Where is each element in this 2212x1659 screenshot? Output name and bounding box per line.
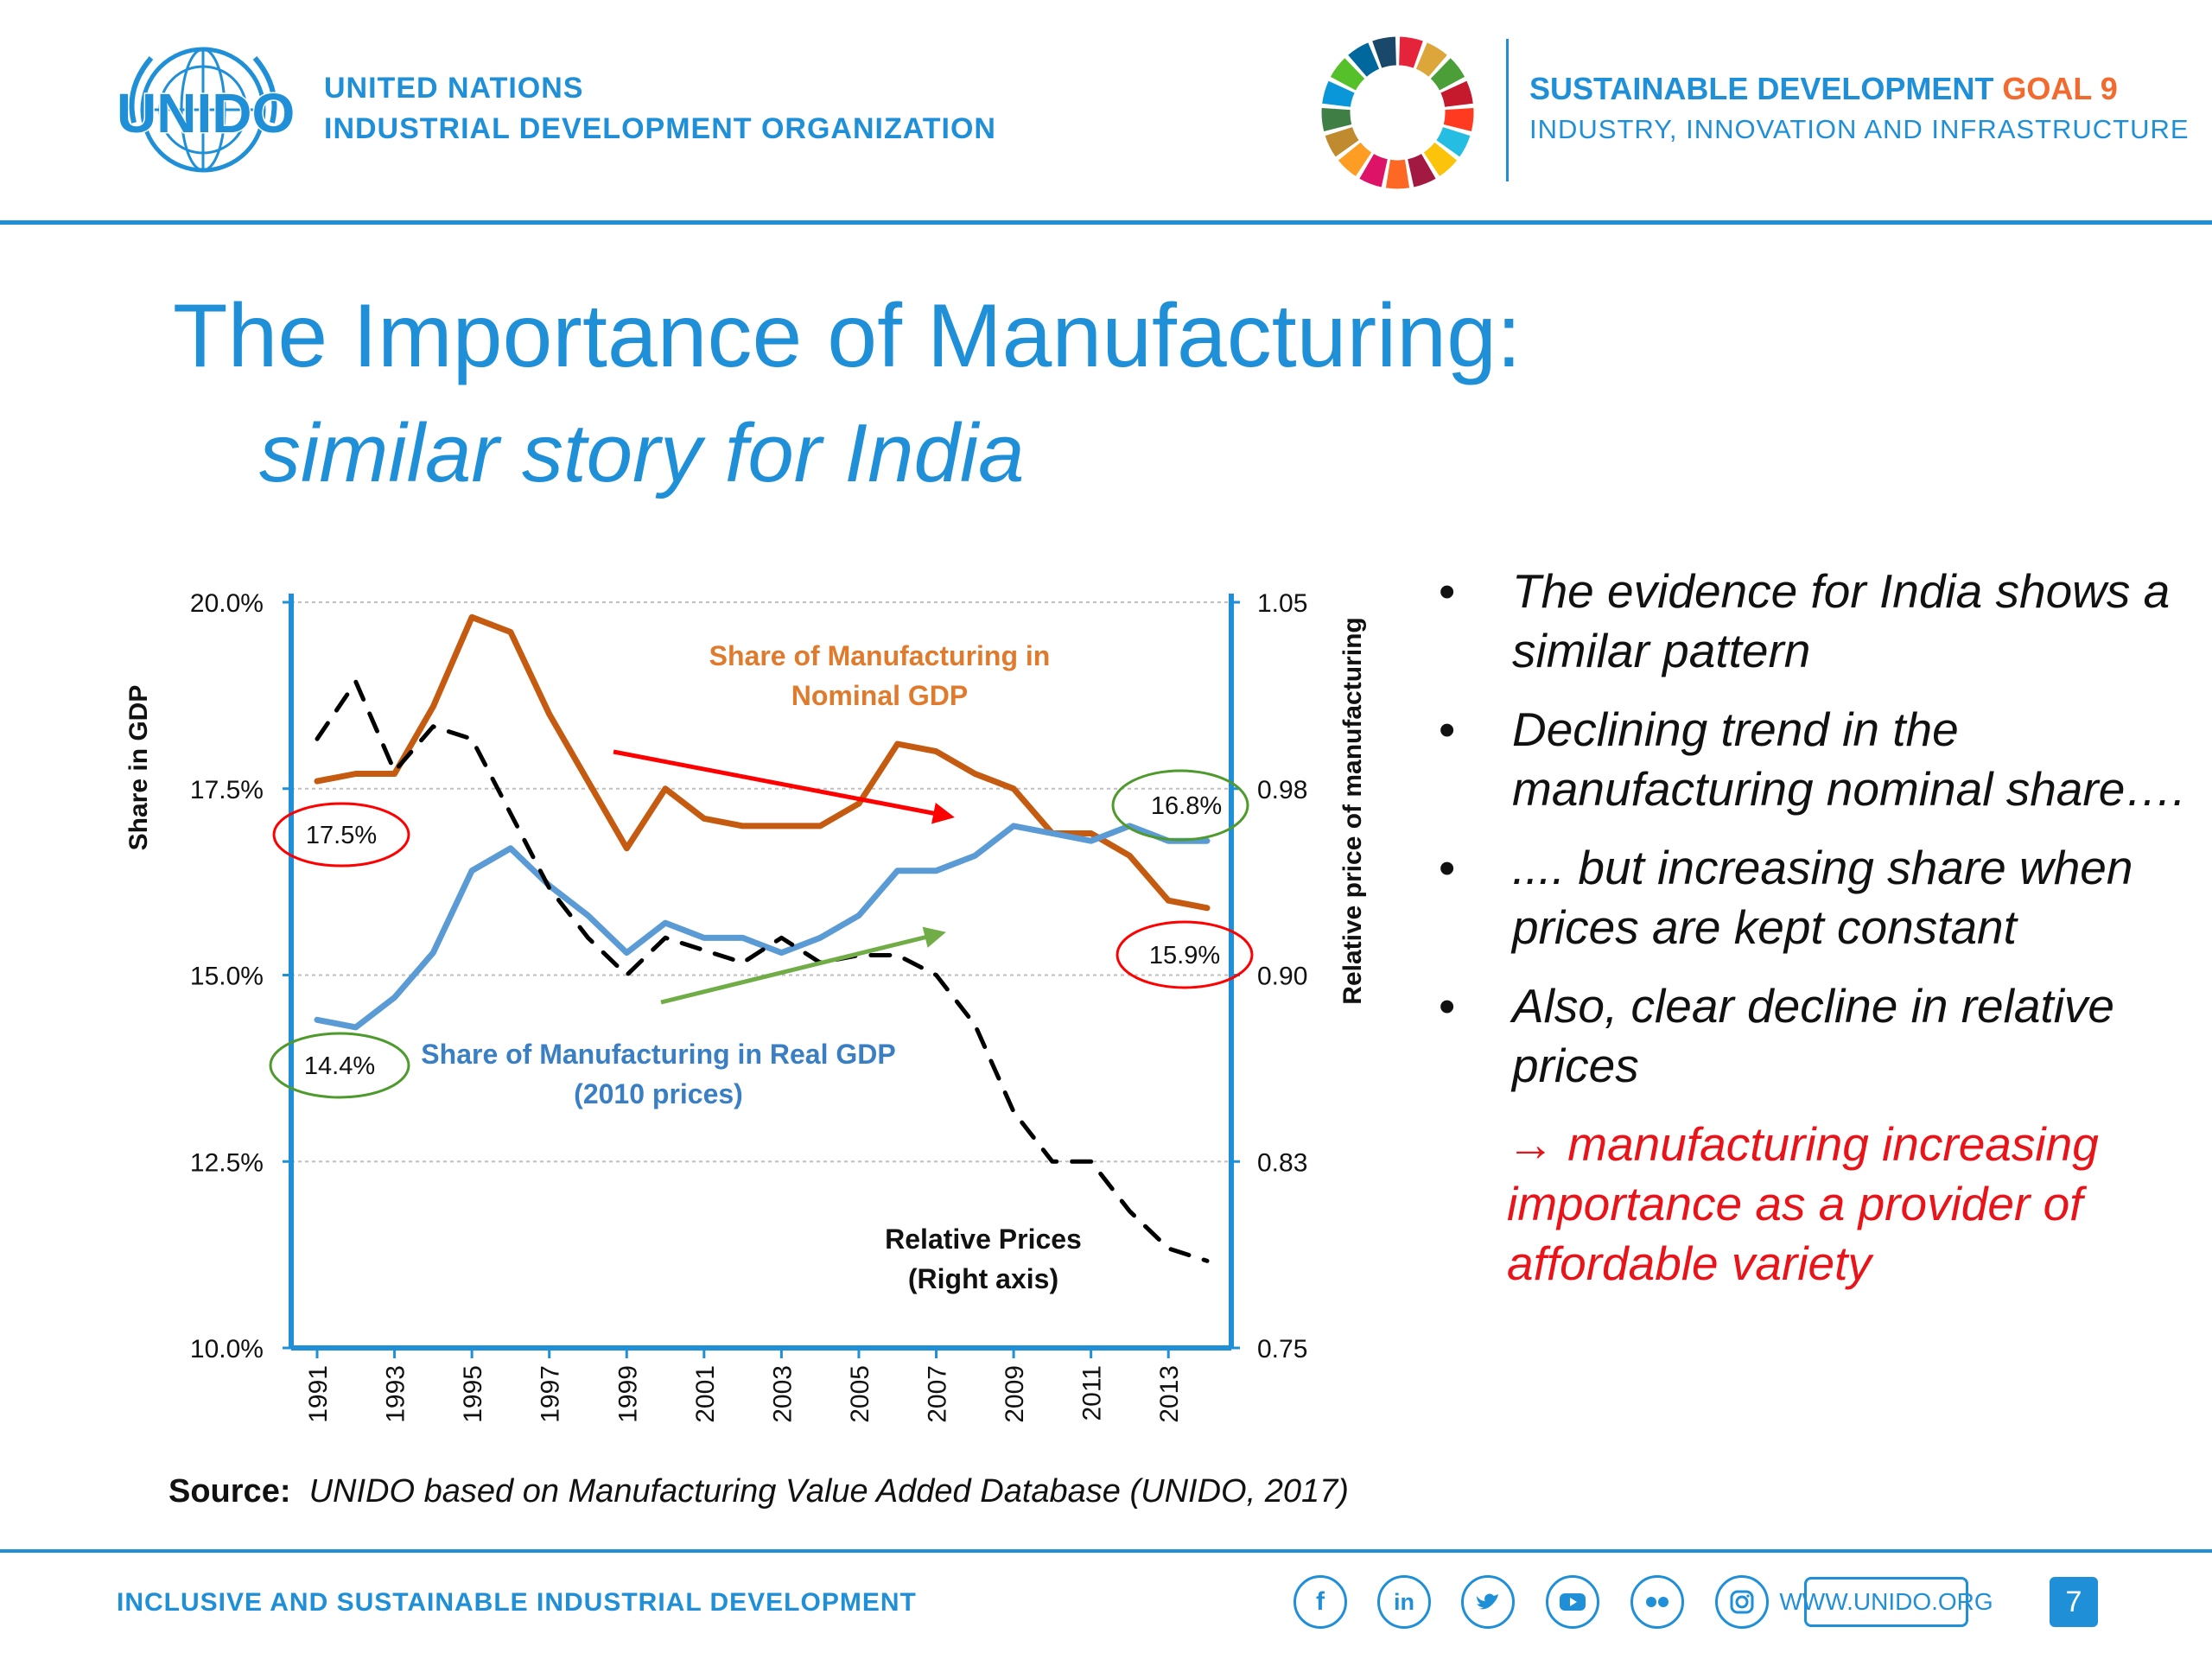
conclusion-text: → manufacturing increasing importance as… (1507, 1117, 2099, 1290)
org-line2: INDUSTRIAL DEVELOPMENT ORGANIZATION (324, 112, 996, 145)
flickr-icon[interactable] (1630, 1575, 1684, 1629)
start-real-ellipse (269, 1032, 410, 1099)
instagram-icon[interactable] (1715, 1575, 1769, 1629)
relative-price-line (315, 679, 1210, 1263)
page-number: 7 (2050, 1577, 2098, 1627)
sdg-title: SUSTAINABLE DEVELOPMENT GOAL 9 (1529, 71, 2118, 107)
sdg-wheel-segment (1399, 36, 1423, 68)
source-note: Source: UNIDO based on Manufacturing Val… (168, 1473, 1349, 1510)
y2-tick-label: 0.90 (1257, 963, 1307, 991)
footer-rule (0, 1549, 2212, 1553)
y-tick-label: 17.5% (190, 776, 264, 804)
sdg-wheel-segment (1372, 36, 1396, 68)
relative-series-label-2: (Right axis) (908, 1263, 1058, 1294)
real-share-line (314, 823, 1211, 1031)
label-end-nominal: 15.9% (1149, 942, 1220, 969)
sdg-wheel-segment (1415, 42, 1447, 77)
linkedin-icon[interactable]: in (1377, 1575, 1431, 1629)
nominal-series-label-2: Nominal GDP (791, 680, 968, 711)
bullet-item: The evidence for India shows a similar p… (1439, 562, 2186, 681)
y2-tick-label: 0.83 (1257, 1148, 1307, 1177)
sdg-wheel-segment (1359, 154, 1388, 188)
nominal-series-label: Share of Manufacturing in (709, 640, 1051, 671)
start-nominal-ellipse (272, 802, 410, 868)
x-tick-label: 1993 (382, 1365, 410, 1423)
bullet-item: Declining trend in the manufacturing nom… (1439, 700, 2186, 819)
x-tick-label: 2005 (846, 1365, 874, 1423)
footer-tagline: INCLUSIVE AND SUSTAINABLE INDUSTRIAL DEV… (117, 1588, 917, 1617)
sdg-wheel-segment (1430, 58, 1465, 91)
x-tick-label: 2009 (1001, 1365, 1029, 1423)
x-tick-label: 2013 (1155, 1365, 1184, 1423)
sdg-wheel-segment (1440, 80, 1473, 107)
y-tick-label: 12.5% (190, 1148, 264, 1177)
y-tick-label: 20.0% (190, 589, 264, 618)
label-start-real: 14.4% (304, 1052, 375, 1080)
real-series-label: Share of Manufacturing in Real GDP (421, 1039, 895, 1070)
bullet-item: .... but increasing share when prices ar… (1439, 838, 2186, 957)
slide-subtitle: similar story for India (259, 407, 1025, 499)
x-tick-label: 2001 (691, 1365, 720, 1423)
sdg-wheel-segment (1321, 108, 1352, 131)
sdg-wheel-segment (1330, 58, 1365, 91)
sdg-subtitle: INDUSTRY, INNOVATION AND INFRASTRUCTURE (1529, 114, 2190, 144)
x-tick-label: 1997 (537, 1365, 565, 1423)
sdg-wheel-segment (1325, 127, 1359, 157)
sdg-wheel-segment (1348, 42, 1380, 77)
sdg-wheel-icon (1318, 33, 1478, 193)
y-tick-label: 10.0% (190, 1335, 264, 1363)
x-tick-label: 2007 (924, 1365, 952, 1423)
y-tick-label: 15.0% (190, 963, 264, 991)
twitter-icon[interactable] (1461, 1575, 1515, 1629)
y2-tick-label: 0.75 (1257, 1335, 1307, 1363)
header-rule (0, 220, 2212, 225)
sdg-wheel-segment (1436, 127, 1471, 157)
sdg-wheel-segment (1322, 80, 1355, 107)
end-real-ellipse (1111, 769, 1249, 842)
sdg-title-a: SUSTAINABLE DEVELOPMENT (1529, 71, 2003, 106)
x-tick-label: 1995 (459, 1365, 487, 1423)
org-line1: UNITED NATIONS (324, 72, 584, 105)
website-link[interactable]: WWW.UNIDO.ORG (1779, 1577, 1993, 1627)
label-end-real: 16.8% (1151, 792, 1222, 820)
y2-tick-label: 1.05 (1257, 589, 1307, 618)
header-divider (1506, 39, 1509, 181)
real-series-label-2: (2010 prices) (574, 1078, 743, 1109)
sdg-title-b: GOAL 9 (2002, 71, 2118, 106)
sdg-wheel-segment (1408, 154, 1436, 188)
end-nominal-ellipse (1116, 920, 1254, 989)
x-tick-label: 2003 (768, 1365, 797, 1423)
y2-tick-label: 0.98 (1257, 776, 1307, 804)
increase-arrow (660, 926, 946, 1005)
unido-logo: UNIDO (116, 36, 296, 183)
bullet-list: The evidence for India shows a similar p… (1426, 562, 2186, 1294)
x-tick-label: 1999 (613, 1365, 642, 1423)
sdg-wheel-segment (1443, 108, 1474, 131)
logo-text: UNIDO (116, 81, 296, 146)
bullet-item: Also, clear decline in relative prices (1439, 976, 2186, 1096)
facebook-icon[interactable]: f (1294, 1575, 1347, 1629)
sdg-wheel-segment (1423, 142, 1458, 176)
youtube-icon[interactable] (1546, 1575, 1599, 1629)
manufacturing-chart: 10.0% 12.5% 15.0% 17.5% 20.0% 0.75 0.83 0.90 0.9… (124, 589, 1367, 1423)
slide-title: The Importance of Manufacturing: (173, 286, 1522, 386)
source-label: Source (168, 1473, 280, 1510)
y2-axis-title: Relative price of manufacturing (1338, 617, 1367, 1004)
decline-arrow (613, 749, 955, 824)
y-axis-title: Share in GDP (124, 685, 153, 851)
x-tick-label: 2011 (1078, 1365, 1107, 1421)
source-text: UNIDO based on Manufacturing Value Added… (308, 1473, 1349, 1510)
sdg-wheel-segment (1385, 159, 1410, 189)
x-tick-label: 1991 (304, 1365, 333, 1423)
relative-series-label: Relative Prices (885, 1224, 1082, 1255)
label-start-nominal: 17.5% (306, 822, 377, 849)
un-emblem-icon (129, 47, 277, 173)
sdg-wheel-segment (1338, 142, 1372, 176)
